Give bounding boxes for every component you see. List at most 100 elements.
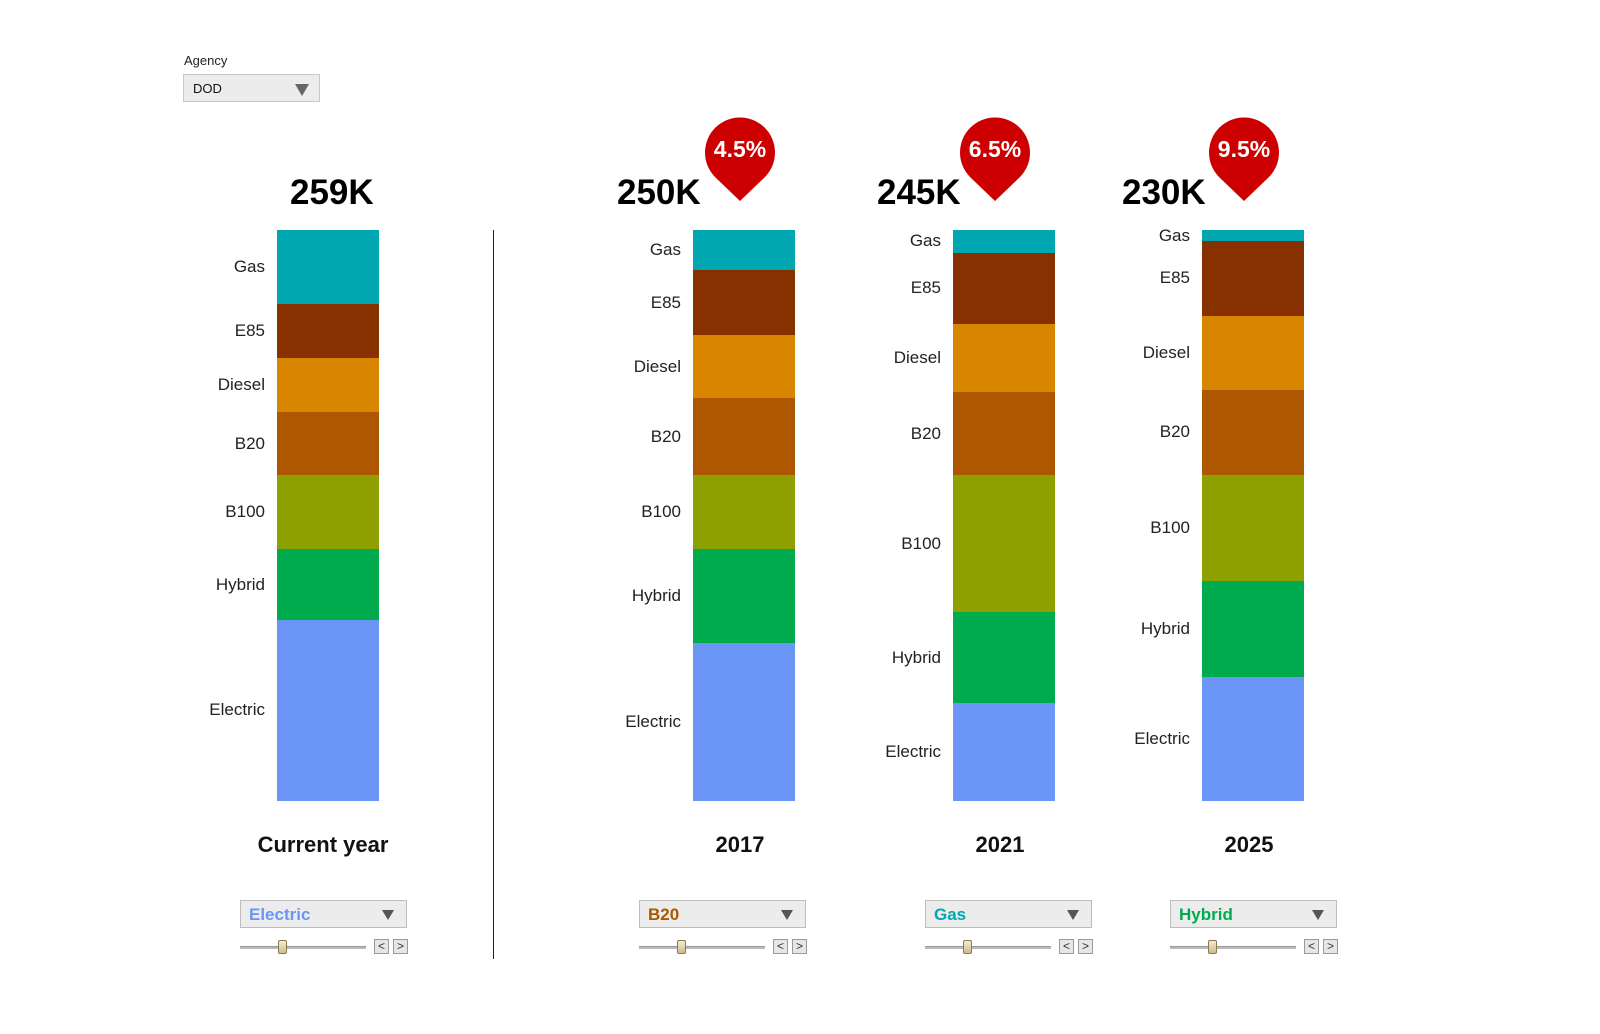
segment-label: Gas (1158, 225, 1190, 245)
segment-label: Hybrid (215, 574, 265, 594)
fuel-select[interactable]: Hybrid (1170, 900, 1337, 928)
step-prev-button[interactable]: < (1059, 939, 1074, 954)
fuel-select[interactable]: B20 (639, 900, 806, 928)
column-total: 245K (877, 173, 961, 212)
reduction-percent: 6.5% (968, 136, 1022, 162)
bar-segment-b20 (693, 398, 795, 476)
map-pin-icon (705, 117, 775, 201)
map-pin-icon (1209, 117, 1279, 201)
chevron-down-icon (295, 84, 309, 96)
bar-segment-e85 (693, 269, 795, 337)
agency-select-value: DOD (193, 81, 222, 96)
step-next-button[interactable]: > (1323, 939, 1338, 954)
bar-segment-electric (277, 620, 379, 801)
bar-segment-diesel (693, 335, 795, 399)
column-total: 250K (617, 173, 701, 212)
column-label: Current year (257, 832, 389, 857)
reduction-pin: 6.5% (958, 117, 1032, 205)
fuel-select[interactable]: Electric (240, 900, 407, 928)
segment-label: Electric (625, 711, 681, 731)
segment-label: B20 (1159, 422, 1190, 442)
slider-track (925, 946, 1051, 949)
bar-segment-hybrid (1202, 580, 1304, 679)
slider-thumb[interactable] (1208, 940, 1217, 954)
column-total: 230K (1122, 173, 1206, 212)
slider-thumb[interactable] (677, 940, 686, 954)
column-label: 2025 (1224, 832, 1274, 857)
segment-label: E85 (650, 292, 681, 312)
segment-label: Electric (209, 700, 265, 720)
column-divider (493, 230, 494, 959)
agency-select[interactable]: DOD (183, 74, 320, 102)
bar-segment-b20 (277, 412, 379, 476)
column-total: 259K (290, 173, 374, 212)
bar-segment-e85 (277, 304, 379, 359)
bar-segment-gas (953, 230, 1055, 254)
stacked-bar (277, 230, 379, 801)
step-prev-button[interactable]: < (773, 939, 788, 954)
segment-label: B100 (1150, 517, 1190, 537)
agency-filter-label: Agency (184, 53, 228, 68)
slider-track (240, 946, 366, 949)
slider-track (1170, 946, 1296, 949)
segment-label: Diesel (217, 375, 265, 395)
bar-segment-gas (277, 230, 379, 305)
bar-segment-b20 (953, 392, 1055, 476)
bar-segment-b100 (277, 475, 379, 550)
stacked-bar (953, 230, 1055, 801)
fuel-select-value: Gas (934, 905, 967, 924)
adjust-slider[interactable] (925, 938, 1051, 956)
adjust-slider[interactable] (1170, 938, 1296, 956)
segment-label: B20 (650, 426, 681, 446)
bar-segment-hybrid (277, 549, 379, 622)
fuel-select-value: Electric (249, 905, 311, 924)
column-label: 2021 (975, 832, 1025, 857)
chevron-down-icon (382, 910, 394, 920)
segment-label: Gas (233, 257, 265, 277)
segment-label: Diesel (1142, 342, 1190, 362)
bar-segment-diesel (277, 358, 379, 413)
bar-segment-gas (1202, 230, 1304, 242)
bar-segment-diesel (953, 324, 1055, 394)
step-prev-button[interactable]: < (1304, 939, 1319, 954)
adjust-slider[interactable] (639, 938, 765, 956)
reduction-pin: 9.5% (1207, 117, 1281, 205)
slider-thumb[interactable] (278, 940, 287, 954)
segment-label: Electric (885, 741, 941, 761)
bar-segment-b100 (1202, 475, 1304, 582)
segment-label: Gas (909, 231, 941, 251)
segment-label: Hybrid (1140, 619, 1190, 638)
bar-segment-diesel (1202, 315, 1304, 391)
segment-label: B100 (641, 502, 681, 522)
segment-label: Diesel (893, 348, 941, 368)
step-next-button[interactable]: > (792, 939, 807, 954)
bar-segment-e85 (953, 252, 1055, 325)
segment-label: E85 (910, 278, 941, 298)
segment-label: Hybrid (891, 647, 941, 667)
bar-segment-hybrid (953, 611, 1055, 704)
segment-label: Diesel (633, 356, 681, 376)
adjust-slider[interactable] (240, 938, 366, 956)
bar-segment-gas (693, 230, 795, 271)
step-next-button[interactable]: > (1078, 939, 1093, 954)
chevron-down-icon (781, 910, 793, 920)
segment-label: Hybrid (631, 586, 681, 606)
bar-segment-e85 (1202, 241, 1304, 317)
step-next-button[interactable]: > (393, 939, 408, 954)
bar-segment-b20 (1202, 389, 1304, 476)
bar-segment-b100 (693, 475, 795, 550)
fuel-select-value: B20 (648, 905, 680, 924)
bar-segment-electric (1202, 677, 1304, 801)
segment-label: E85 (234, 321, 265, 341)
segment-label: B20 (234, 433, 265, 453)
segment-label: B100 (901, 533, 941, 553)
segment-label: E85 (1159, 268, 1190, 288)
fuel-select[interactable]: Gas (925, 900, 1092, 928)
chevron-down-icon (1067, 910, 1079, 920)
map-pin-icon (960, 117, 1030, 201)
slider-thumb[interactable] (963, 940, 972, 954)
reduction-percent: 4.5% (713, 136, 767, 162)
stacked-bar (1202, 230, 1304, 801)
chevron-down-icon (1312, 910, 1324, 920)
step-prev-button[interactable]: < (374, 939, 389, 954)
